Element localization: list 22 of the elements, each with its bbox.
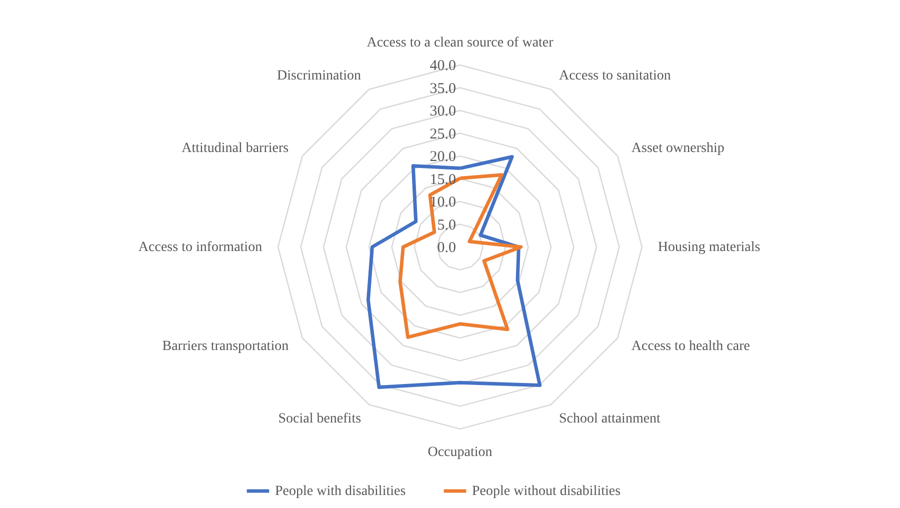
spoke-label: Access to sanitation: [558, 68, 671, 84]
spoke-label: Attitudinal barriers: [182, 141, 289, 156]
y-tick-label: 25.0: [430, 126, 456, 142]
spoke-label: Access to information: [138, 240, 262, 255]
spoke-label: Access to health care: [631, 338, 750, 354]
y-tick-label: 0.0: [437, 240, 456, 256]
spoke-label: Barriers transportation: [162, 338, 289, 354]
y-tick-label: 35.0: [430, 80, 456, 97]
legend-label: People with disabilities: [275, 484, 406, 499]
spoke-label: Discrimination: [277, 68, 362, 84]
y-tick-label: 20.0: [430, 149, 456, 165]
spoke-label: Housing materials: [658, 240, 760, 255]
spoke-label: Access to a clean source of water: [366, 35, 554, 50]
y-tick-label: 40.0: [430, 58, 456, 74]
legend-label: People without disabilities: [472, 484, 621, 499]
spoke-label: Asset ownership: [631, 141, 724, 156]
y-tick-label: 15.0: [430, 172, 456, 188]
y-tick-label: 30.0: [430, 104, 456, 120]
y-tick-label: 5.0: [437, 217, 456, 234]
spoke-label: School attainment: [558, 411, 661, 426]
spoke-label: Social benefits: [278, 411, 362, 426]
spoke-label: Occupation: [428, 444, 492, 460]
